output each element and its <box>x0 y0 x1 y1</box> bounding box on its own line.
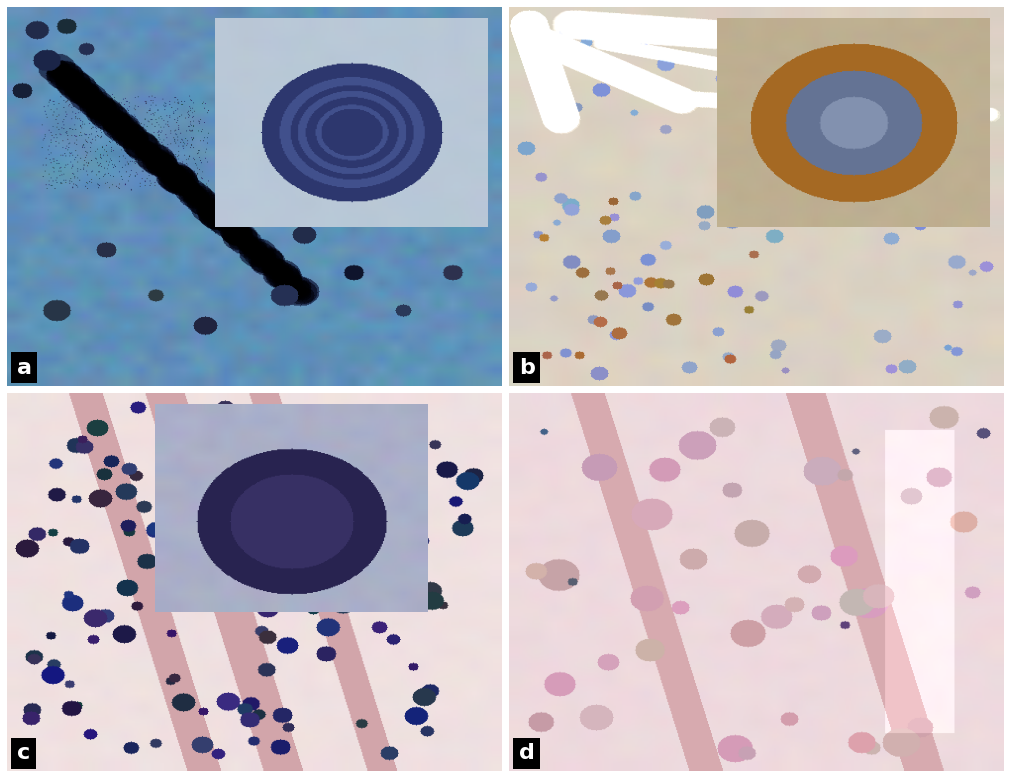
Text: a: a <box>17 358 32 378</box>
Text: c: c <box>17 744 30 763</box>
Text: d: d <box>519 744 535 763</box>
Text: b: b <box>519 358 535 378</box>
